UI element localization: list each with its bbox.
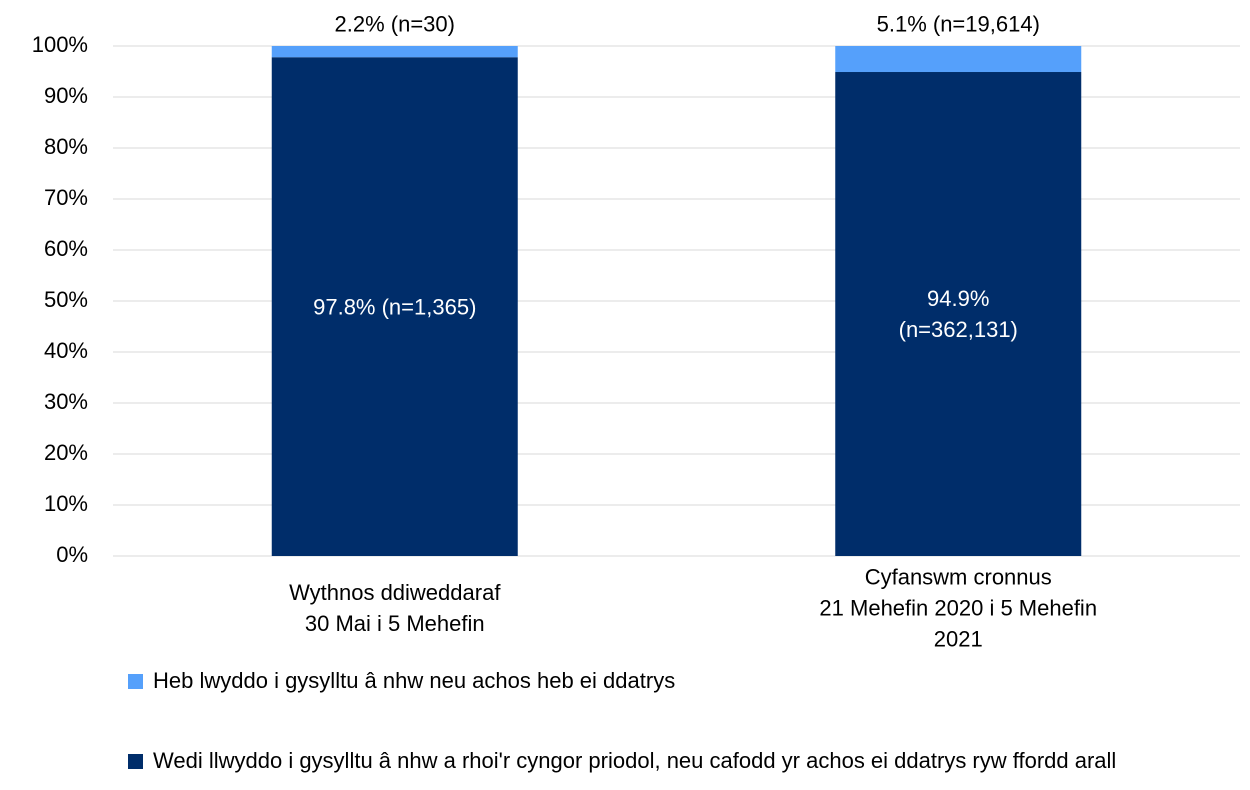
y-tick-label: 50%	[44, 287, 88, 312]
y-tick-label: 70%	[44, 185, 88, 210]
y-tick-label: 0%	[56, 542, 88, 567]
bar-segment	[271, 57, 518, 556]
bar-segment	[835, 46, 1082, 73]
legend-label: Wedi llwyddo i gysylltu â nhw a rhoi'r c…	[153, 748, 1117, 773]
x-tick-label: Cyfanswm cronnus 21 Mehefin 2020 i 5 Meh…	[819, 564, 1098, 652]
y-tick-label: 100%	[32, 32, 88, 57]
y-tick-label: 60%	[44, 236, 88, 261]
legend-label: Heb lwyddo i gysylltu â nhw neu achos he…	[153, 668, 676, 693]
legend-swatch	[128, 674, 143, 689]
y-tick-label: 20%	[44, 440, 88, 465]
bar-segment	[271, 46, 518, 58]
data-label: 5.1% (n=19,614)	[876, 11, 1040, 37]
data-label: 97.8% (n=1,365)	[313, 294, 477, 320]
legend-swatch	[128, 754, 143, 769]
x-tick-label: Wythnos ddiweddaraf 30 Mai i 5 Mehefin	[289, 580, 501, 636]
data-label: 2.2% (n=30)	[334, 11, 455, 37]
bar-segment	[835, 72, 1082, 556]
data-label: 94.9% (n=362,131)	[898, 286, 1018, 342]
y-tick-label: 40%	[44, 338, 88, 363]
y-tick-label: 30%	[44, 389, 88, 414]
y-tick-label: 10%	[44, 491, 88, 516]
y-tick-label: 90%	[44, 83, 88, 108]
y-tick-label: 80%	[44, 134, 88, 159]
